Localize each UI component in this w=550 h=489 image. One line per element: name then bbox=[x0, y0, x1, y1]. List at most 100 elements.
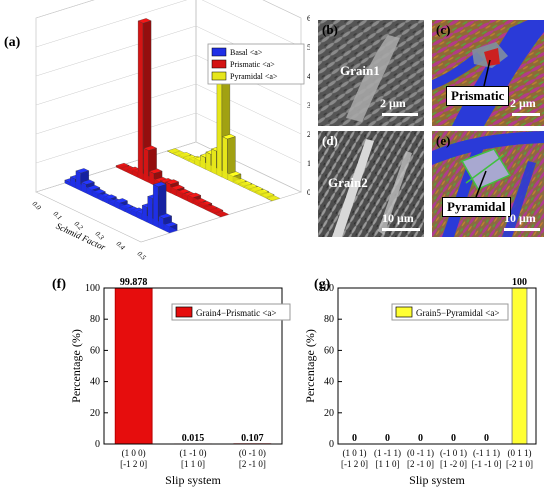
panel-label: (f) bbox=[52, 277, 66, 292]
y-axis-label: Percentage (%) bbox=[69, 329, 83, 403]
micrograph-c-scale-text: 2 μm bbox=[510, 96, 536, 110]
micrograph-c-callout: Prismatic bbox=[446, 86, 510, 106]
z-tick-label: 40 bbox=[307, 72, 310, 81]
x-tick-label: (1 -1 1) bbox=[374, 448, 401, 458]
bar-value-label: 0 bbox=[484, 433, 489, 444]
micrograph-c-label: (c) bbox=[436, 22, 451, 37]
y-tick-label: 80 bbox=[90, 314, 100, 325]
z-gridline bbox=[35, 0, 188, 48]
z-gridline bbox=[35, 54, 197, 106]
micrograph-b-scale-bar bbox=[382, 113, 418, 116]
y-tick-label: 80 bbox=[324, 314, 334, 325]
panel-label: (g) bbox=[314, 277, 331, 292]
y-tick-label: 0 bbox=[329, 439, 334, 450]
bar-value-label: 0 bbox=[418, 433, 423, 444]
panel-label: (a) bbox=[4, 35, 21, 50]
micrograph-c-scale-bar bbox=[512, 113, 540, 116]
z-gridline bbox=[262, 0, 302, 19]
bar-value-label: 99.878 bbox=[120, 277, 147, 288]
z-tick-label: 50 bbox=[307, 43, 310, 52]
plot-frame bbox=[103, 287, 283, 445]
legend-box bbox=[171, 303, 291, 321]
micrograph-e-callout: Pyramidal bbox=[442, 197, 511, 217]
bar-value-label: 0 bbox=[451, 433, 456, 444]
y-axis-label: Percentage (%) bbox=[303, 329, 317, 403]
micrograph-e-scale-text: 10 μm bbox=[504, 211, 536, 225]
chart-g-svg: (g) 0 (1 0 1)[-1 2 0] 0 (1 -1 1)[1 1 0] 0 (0 -… bbox=[303, 277, 537, 487]
x-tick-label: [2 -1 0] bbox=[407, 459, 434, 469]
series-baseline bbox=[116, 164, 229, 217]
bar bbox=[511, 287, 528, 445]
micrograph-d-scale-bar bbox=[382, 228, 420, 231]
micrograph-d-scale-text: 10 μm bbox=[382, 211, 414, 225]
legend-entry: Grain4−Prismatic <a> bbox=[196, 308, 276, 318]
z-tick-label: 10 bbox=[307, 159, 310, 168]
bar-value-label: 0 bbox=[385, 433, 390, 444]
x-tick-label: 0.0 bbox=[31, 200, 43, 212]
bar-value-label: 100 bbox=[512, 277, 527, 288]
z-tick-label: 0 bbox=[307, 188, 310, 197]
x-tick-label: [1 -2 0] bbox=[440, 459, 467, 469]
y-tick-label: 40 bbox=[90, 377, 100, 388]
micrograph-e-texture bbox=[432, 131, 544, 237]
left-wall bbox=[35, 0, 197, 193]
micrograph-e-label: (e) bbox=[436, 133, 451, 148]
x-tick-label: 0.1 bbox=[52, 210, 64, 222]
x-tick-label: [1 1 0] bbox=[376, 459, 400, 469]
micrograph-e-scale-bar bbox=[504, 228, 540, 231]
series-baseline bbox=[167, 148, 281, 201]
y-tick-label: 60 bbox=[324, 345, 334, 356]
x-tick-label: (0 -1 0) bbox=[239, 448, 266, 458]
legend-entry: Prismatic <a> bbox=[230, 60, 275, 69]
x-tick-label: 0.5 bbox=[136, 250, 148, 262]
micrograph-b: (b) Grain1 2 μm bbox=[318, 20, 424, 126]
legend-box bbox=[391, 303, 509, 321]
z-gridline bbox=[195, 83, 302, 135]
micrograph-b-scale-text: 2 μm bbox=[380, 96, 406, 110]
y-tick-label: 100 bbox=[319, 283, 334, 294]
micrograph-e: (e) Pyramidal 10 μm bbox=[432, 131, 544, 237]
legend-swatch bbox=[211, 71, 227, 81]
bar bbox=[114, 287, 153, 445]
x-tick-label: 0.4 bbox=[115, 240, 127, 252]
x-tick-label: (0 -1 1) bbox=[407, 448, 434, 458]
x-tick-label: [1 1 0] bbox=[181, 459, 205, 469]
legend-entry: Basal <a> bbox=[230, 48, 263, 57]
micrograph-c: (c) Prismatic 2 μm bbox=[432, 20, 544, 126]
x-axis-label: Slip system bbox=[409, 473, 465, 487]
z-gridline bbox=[35, 112, 197, 164]
micrograph-d: (d) Grain2 10 μm bbox=[318, 131, 424, 237]
x-tick-label: [-1 2 0] bbox=[341, 459, 368, 469]
z-gridline bbox=[201, 0, 302, 48]
z-gridline bbox=[35, 25, 197, 77]
bar3d-front bbox=[137, 20, 144, 181]
bar-value-label: 0.015 bbox=[182, 433, 205, 444]
x-tick-label: (1 0 0) bbox=[122, 448, 146, 458]
legend-swatch bbox=[211, 59, 227, 69]
bar-value-label: 0 bbox=[352, 433, 357, 444]
panel-a-3d-histogram: (a)0102030405060Number Fraction/%0.00.10… bbox=[0, 0, 310, 280]
micrograph-b-label: (b) bbox=[322, 22, 338, 37]
x-tick-label: (-1 1 1) bbox=[473, 448, 500, 458]
z-tick-label: 60 bbox=[307, 14, 310, 23]
z-gridline bbox=[195, 112, 302, 164]
plot-frame bbox=[337, 287, 537, 445]
legend-entry: Grain5−Pyramidal <a> bbox=[416, 308, 499, 318]
x-tick-label: [2 -1 0] bbox=[239, 459, 266, 469]
x-tick-label: (1 0 1) bbox=[343, 448, 367, 458]
x-tick-label: (-1 0 1) bbox=[440, 448, 467, 458]
legend-swatch bbox=[395, 306, 413, 318]
panel-g-bar-chart: (g) 0 (1 0 1) [-1 2 0] 0 (1 -1 1) [1 1 0] 0 (0 -… bbox=[288, 272, 550, 489]
panel-f-bar-chart: (f) 99.878 (1 0 0) [-1 2 0] 0.015 (1 -1 0) [1 … bbox=[52, 272, 292, 489]
x-tick-label: (0 1 1) bbox=[508, 448, 532, 458]
x-tick-label: [-1 2 0] bbox=[120, 459, 147, 469]
y-tick-label: 40 bbox=[324, 377, 334, 388]
legend-swatch bbox=[211, 47, 227, 57]
micrograph-b-texture bbox=[318, 20, 424, 126]
y-tick-label: 20 bbox=[324, 408, 334, 419]
legend-swatch bbox=[175, 306, 193, 318]
micrograph-b-grain-label: Grain1 bbox=[340, 63, 380, 78]
x-tick-label: [-2 1 0] bbox=[506, 459, 533, 469]
x-tick-label: (1 -1 0) bbox=[180, 448, 207, 458]
series-baseline bbox=[64, 180, 178, 233]
